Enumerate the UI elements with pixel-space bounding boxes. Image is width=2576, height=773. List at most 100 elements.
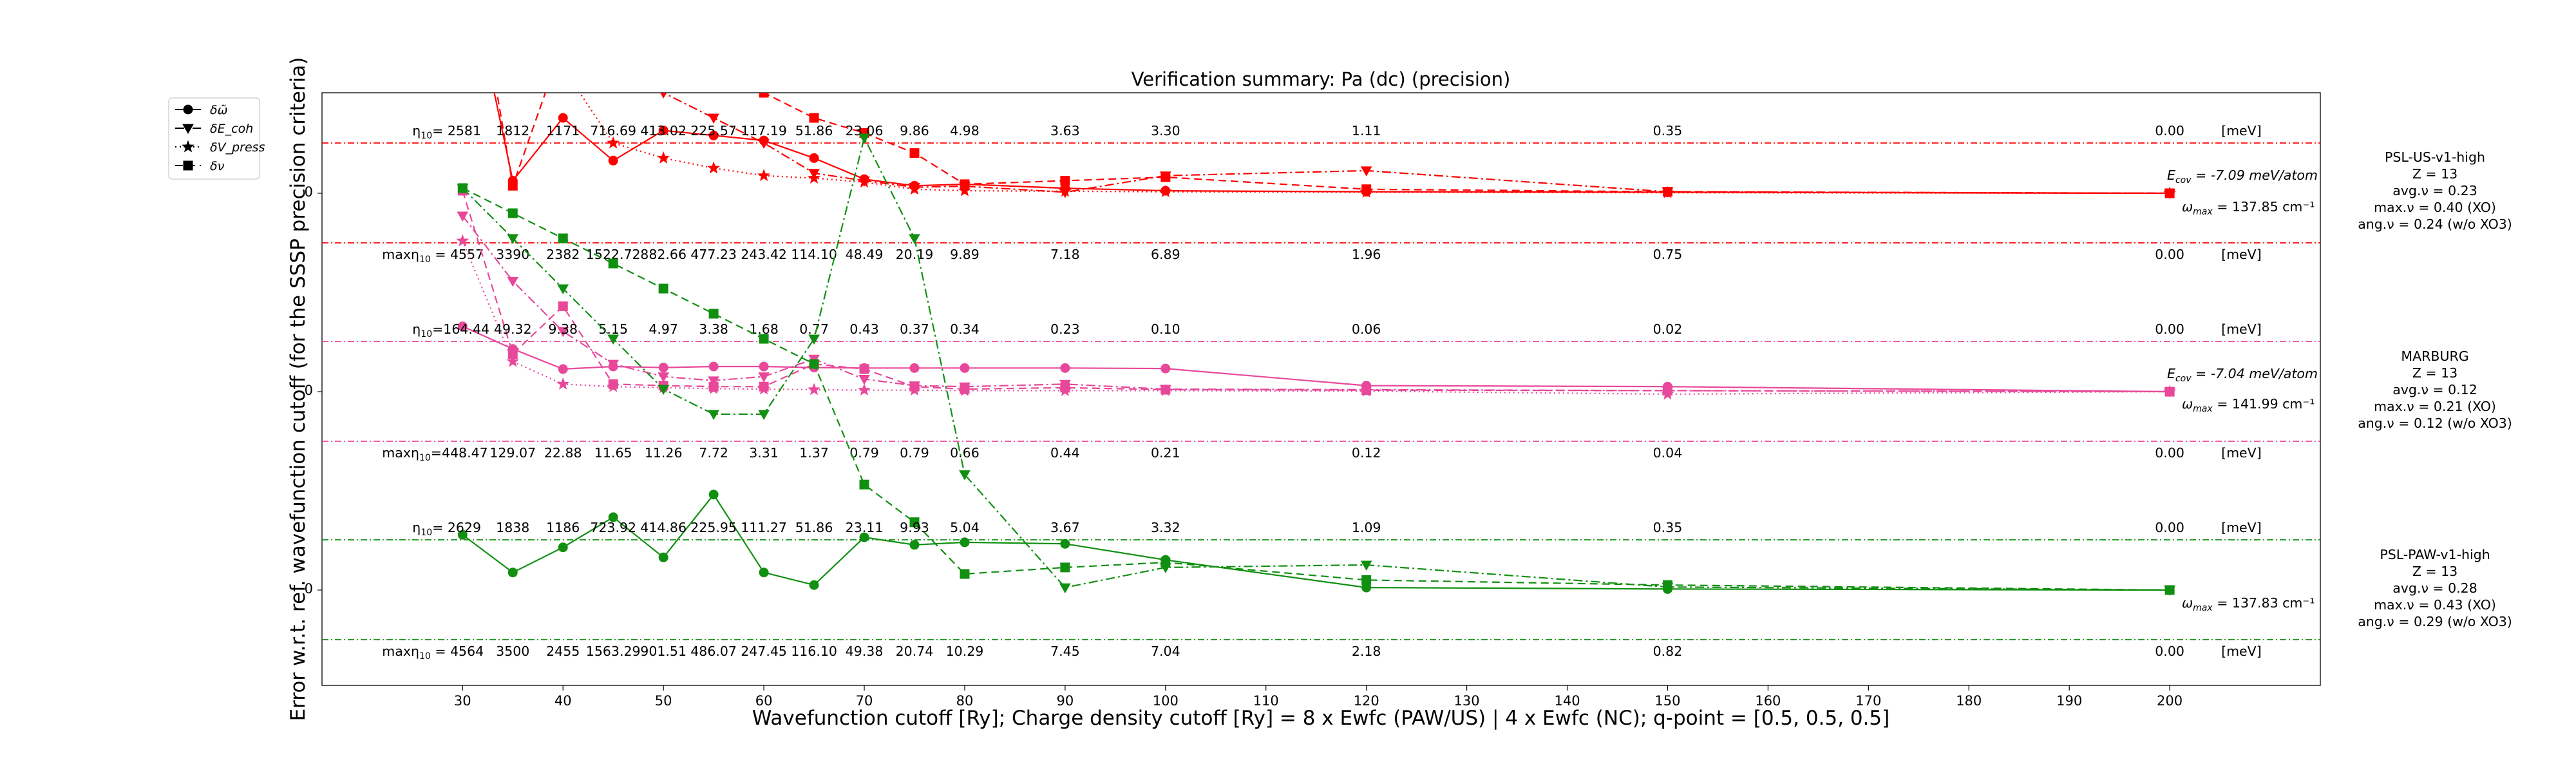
panel-info-line: max.ν = 0.40 (XO): [2374, 200, 2496, 215]
x-tick-label: 190: [2056, 693, 2082, 709]
data-point-ecoh: [758, 410, 770, 421]
data-point-nu: [1060, 383, 1070, 393]
data-point-ecoh: [1059, 583, 1071, 594]
eta-value: 0.37: [900, 321, 929, 337]
legend: δω̃ δE_coh δV_press δν: [168, 97, 265, 180]
max-eta-first-label: maxη10=448.47: [382, 445, 488, 463]
eta-value: 111.27: [741, 520, 787, 535]
max-eta-value: 0.00: [2155, 445, 2184, 461]
eta-value: 4.98: [950, 123, 980, 138]
data-point-omega: [1361, 187, 1372, 197]
eta-value: 225.57: [690, 123, 737, 138]
data-point-omega: [558, 364, 568, 374]
eta-first-label: η10= 2629: [412, 520, 481, 538]
panel-psl-us-v1-high: 0 η10= 2581 1812 1171 716.69 413.02 225.57 117.…: [305, 38, 2512, 265]
max-eta-value: 247.45: [741, 644, 787, 659]
data-point-omega: [457, 321, 468, 332]
series-line-ecoh: [462, 135, 2170, 591]
data-point-omega: [1160, 186, 1171, 196]
data-point-omega: [759, 135, 769, 146]
data-point-omega: [1361, 381, 1372, 391]
data-point-nu: [960, 384, 970, 394]
data-point-vpress: [707, 161, 721, 174]
data-point-nu: [909, 517, 920, 528]
data-point-nu: [457, 183, 468, 193]
eta-value: 0.00: [2155, 321, 2184, 337]
plot-frame: [321, 92, 2321, 686]
data-point-nu: [608, 379, 618, 389]
panel-info-line: avg.ν = 0.12: [2392, 382, 2477, 397]
data-point-omega: [1060, 183, 1070, 193]
panel-info-line: Z = 13: [2412, 166, 2458, 182]
data-point-vpress: [556, 377, 570, 390]
data-point-vpress: [456, 234, 469, 247]
panel-info-line: ang.ν = 0.24 (w/o XO3): [2358, 216, 2512, 232]
data-point-omega: [558, 542, 568, 553]
eta-value: 0.10: [1151, 321, 1180, 337]
x-tick-label: 150: [1654, 693, 1680, 709]
x-tick-label: 120: [1354, 693, 1379, 709]
data-point-nu: [659, 38, 668, 47]
max-eta-value: 1563.29: [586, 644, 641, 659]
x-tick-label: 160: [1755, 693, 1781, 709]
data-point-omega: [1160, 555, 1171, 565]
max-eta-value: 0.21: [1151, 445, 1180, 461]
x-tick-label: 180: [1956, 693, 1982, 709]
eta-value: 3.67: [1050, 520, 1080, 535]
eta-value: 3.38: [699, 321, 728, 337]
x-tick-label: 90: [1057, 693, 1074, 709]
data-point-ecoh: [658, 385, 670, 396]
legend-label: δV_press: [210, 140, 265, 155]
data-point-ecoh: [708, 410, 719, 421]
max-eta-value: 6.89: [1151, 247, 1180, 262]
max-eta-value: 0.44: [1050, 445, 1080, 461]
data-point-ecoh: [708, 376, 719, 386]
max-eta-value: 10.29: [946, 644, 984, 659]
data-point-ecoh: [808, 334, 820, 345]
eta-value: 3.63: [1050, 123, 1080, 138]
data-point-vpress: [558, 62, 569, 72]
x-axis-label: Wavefunction cutoff [Ry]; Charge density…: [752, 707, 1890, 730]
data-point-omega: [960, 537, 970, 548]
max-eta-value: 901.51: [640, 644, 687, 659]
x-tick-label: 130: [1454, 693, 1480, 709]
panel-info-line: Z = 13: [2412, 564, 2458, 579]
data-point-omega: [658, 552, 668, 562]
data-point-omega: [909, 180, 920, 191]
data-point-omega: [2164, 585, 2175, 595]
x-tick-label: 70: [856, 693, 873, 709]
series-line-omega: [493, 93, 2170, 195]
series-line-nu: [496, 93, 2170, 195]
eta-value: 0.00: [2155, 123, 2184, 138]
data-point-ecoh: [557, 327, 569, 338]
eta-value: 0.23: [1050, 321, 1080, 337]
eta-value: 0.00: [2155, 520, 2184, 535]
x-tick-label: 200: [2157, 693, 2183, 709]
data-point-omega: [708, 361, 719, 372]
data-point-omega: [1662, 584, 1672, 594]
data-point-vpress: [657, 151, 670, 164]
series-group: [457, 133, 2175, 596]
max-eta-value: 11.65: [594, 445, 632, 461]
data-point-omega: [608, 155, 618, 166]
data-point-nu: [608, 258, 618, 269]
series-group: [493, 38, 2177, 200]
data-point-omega: [809, 580, 819, 590]
panel-psl-paw-v1-high: 0 η10= 2629 1838 1186 723.92 414.86 225.95 111.…: [305, 133, 2512, 662]
max-eta-value: 48.49: [846, 247, 884, 262]
eta-value: 49.32: [494, 321, 532, 337]
eta-value: 1186: [546, 520, 580, 535]
data-point-omega: [859, 174, 869, 184]
eta-value: 3.30: [1151, 123, 1180, 138]
data-point-ecoh: [457, 211, 469, 222]
data-point-omega: [960, 179, 970, 189]
data-point-ecoh: [808, 169, 820, 179]
max-eta-value: 3500: [496, 644, 529, 659]
data-point-omega: [759, 361, 769, 372]
omega-max-label: ωmax = 137.83 cm⁻¹: [2182, 595, 2315, 613]
max-eta-value: 486.07: [690, 644, 737, 659]
max-eta-value: 2382: [546, 247, 580, 262]
max-eta-value: 116.10: [791, 644, 837, 659]
